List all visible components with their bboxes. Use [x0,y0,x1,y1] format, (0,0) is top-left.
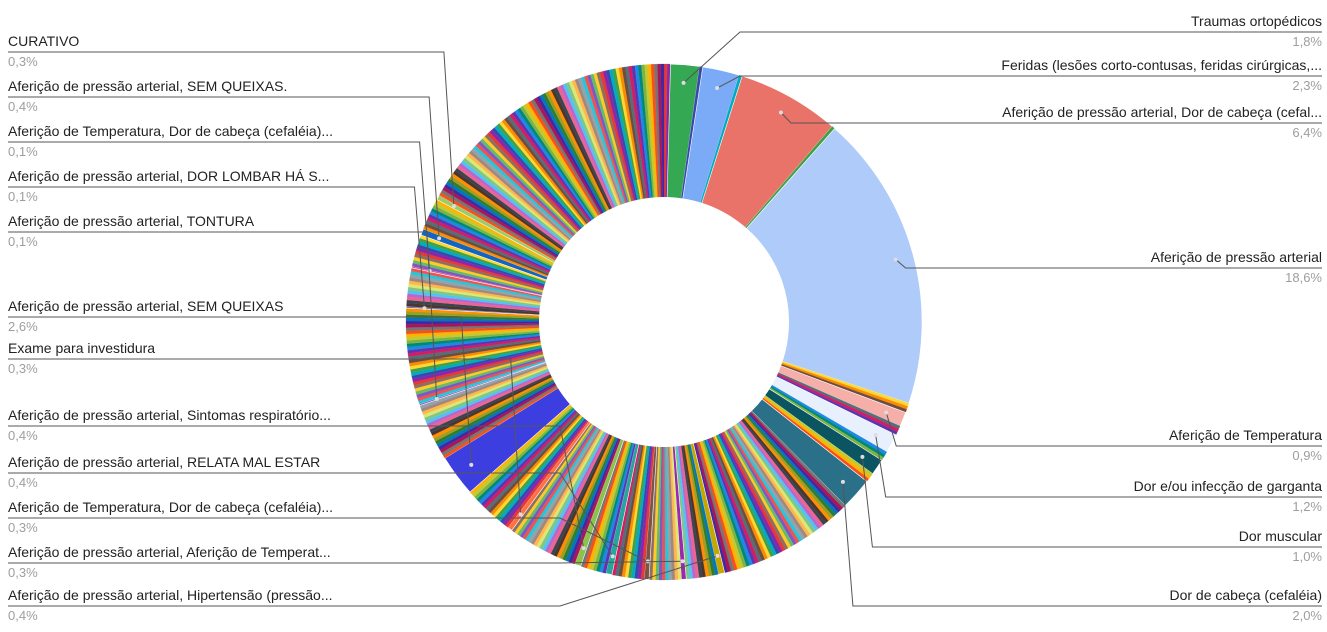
leader-line [8,316,472,465]
slice-percent: 2,3% [1292,78,1322,93]
slice-label: Dor de cabeça (cefaléia) [1169,587,1322,603]
slice-percent: 0,4% [8,608,38,623]
leader-line [8,96,440,239]
slice-label: Aferição de pressão arterial, Aferição d… [8,544,331,560]
leader-anchor [860,454,865,459]
slice-percent: 0,4% [8,428,38,443]
slice-label: Aferição de Temperatura [1169,427,1322,443]
slice-percent: 0,3% [8,520,38,535]
leader-anchor [437,236,442,241]
slice-percent: 0,3% [8,565,38,580]
slice-label: Feridas (lesões corto-contusas, feridas … [1001,57,1322,73]
leader-line [8,358,522,515]
leader-anchor [518,512,523,517]
leader-line [8,560,683,564]
leader-line [861,456,1322,548]
slice-percent: 2,0% [1292,608,1322,623]
leader-line [8,425,585,549]
slice-label: Aferição de pressão arterial, SEM QUEIXA… [8,298,283,314]
leader-line [875,434,1322,498]
slice-label: Dor muscular [1239,528,1323,544]
slice-percent: 2,6% [8,319,38,334]
leader-line [683,31,1322,84]
slice-label: Aferição de Temperatura, Dor de cabeça (… [8,123,333,139]
slice-percent: 0,1% [8,144,38,159]
leader-anchor [778,110,783,115]
leader-line [885,412,1322,447]
leader-anchor [451,204,456,209]
slice-label: Aferição de pressão arterial, SEM QUEIXA… [8,78,287,94]
leader-anchor [893,257,898,262]
leader-anchor [681,80,686,85]
slice-percent: 18,6% [1285,270,1322,285]
leader-anchor [610,554,615,559]
leader-line [8,51,455,207]
slice-label: Aferição de pressão arterial [1151,249,1322,265]
leader-anchor [469,462,474,467]
leader-anchor [715,553,720,558]
leader-anchor [873,432,878,437]
leader-line [780,112,1322,124]
slice-label: CURATIVO [8,33,79,49]
leader-line [8,517,649,562]
slice-label: Aferição de pressão arterial, Dor de cab… [1002,104,1322,120]
leader-lines [8,31,1322,607]
leader-anchor [715,86,720,91]
slice-label: Exame para investidura [8,340,155,356]
leader-line [8,141,431,271]
slice-percent: 6,4% [1292,125,1322,140]
slice-label: Aferição de Temperatura, Dor de cabeça (… [8,499,333,515]
slice-label: Aferição de pressão arterial, Sintomas r… [8,407,331,423]
slice-percent: 0,9% [1292,448,1322,463]
leader-line [842,481,1322,607]
slice-label: Aferição de pressão arterial, RELATA MAL… [8,454,320,470]
leader-line [8,231,438,400]
slice-percent: 0,3% [8,54,38,69]
leader-line [716,75,1322,89]
slice-label: Aferição de pressão arterial, Hipertensã… [8,587,333,603]
slice-percent: 0,4% [8,99,38,114]
leader-anchor [422,306,427,311]
leader-line [8,186,425,309]
slice-percent: 1,0% [1292,549,1322,564]
leader-line [895,259,1322,269]
leader-line [8,555,718,607]
slice-label: Traumas ortopédicos [1191,13,1322,29]
slice-label: Aferição de pressão arterial, DOR LOMBAR… [8,168,329,184]
donut-hole [539,197,789,447]
leader-anchor [434,396,439,401]
donut-slices [405,63,923,581]
leader-anchor [884,410,889,415]
slice-percent: 0,1% [8,189,38,204]
slice-percent: 0,4% [8,475,38,490]
leader-line [8,472,614,557]
slice-labels: Traumas ortopédicos 1,8% Feridas (lesões c… [8,13,1322,623]
slice-label: Aferição de pressão arterial, TONTURA [8,213,255,229]
slice-percent: 1,2% [1292,499,1322,514]
slice-percent: 0,3% [8,361,38,376]
slice-percent: 1,8% [1292,34,1322,49]
slice-label: Dor e/ou infecção de garganta [1134,478,1323,494]
slice-percent: 0,1% [8,234,38,249]
leader-anchor [680,559,685,564]
leader-anchor [840,479,845,484]
leader-anchor [581,546,586,551]
